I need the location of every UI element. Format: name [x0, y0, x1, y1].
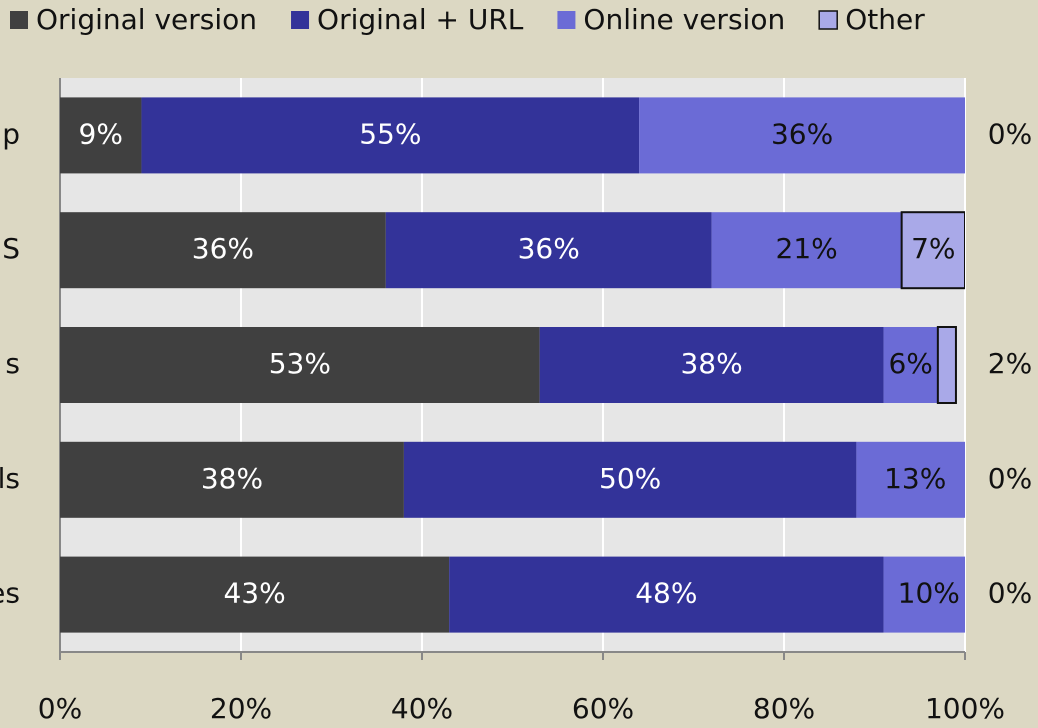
data-label: 55% [359, 117, 421, 150]
y-tick-label: S [2, 232, 20, 265]
data-label: 38% [680, 347, 742, 380]
data-label: 43% [223, 577, 285, 610]
legend-swatch [557, 11, 576, 29]
data-label: 21% [776, 232, 838, 265]
bar-segment [60, 212, 386, 289]
data-label: 2% [988, 347, 1032, 380]
x-tick-label: 20% [210, 692, 272, 725]
x-tick-label: 100% [925, 692, 1005, 725]
legend-label: Other [845, 3, 925, 36]
bars [60, 97, 965, 633]
bar-segment [900, 211, 965, 290]
x-tick-label: 60% [572, 692, 634, 725]
bar-segment [60, 327, 540, 403]
bar-segment [639, 97, 965, 174]
data-label: 36% [192, 232, 254, 265]
data-label: 53% [269, 347, 331, 380]
y-tick-label: s [5, 347, 20, 380]
bar-segment [60, 556, 450, 633]
bar-segment [449, 556, 884, 633]
data-label: 48% [635, 577, 697, 610]
y-tick-label: es [0, 577, 20, 610]
data-label: 6% [888, 347, 932, 380]
bar-segment [856, 441, 965, 518]
data-label: 38% [201, 462, 263, 495]
x-tick-label: 0% [38, 692, 82, 725]
bar-segment [60, 441, 404, 518]
y-tick-label: p [2, 117, 20, 150]
legend-label: Original version [36, 3, 257, 36]
data-label: 36% [771, 117, 833, 150]
data-label: 0% [988, 577, 1032, 610]
bar-segment [385, 212, 712, 289]
bar-segment [883, 556, 965, 633]
y-tick-label: ls [0, 462, 20, 495]
data-label: 13% [884, 462, 946, 495]
data-label: 10% [898, 577, 960, 610]
bar-segment [403, 441, 857, 518]
legend-swatch [10, 11, 28, 29]
bar-segment [936, 326, 957, 404]
x-tick-label: 80% [753, 692, 815, 725]
legend-label: Original + URL [317, 3, 524, 36]
legend-swatch [818, 10, 838, 30]
legend-swatch [291, 11, 310, 29]
bar-segment [141, 97, 640, 174]
data-label: 9% [79, 117, 123, 150]
legend-label: Online version [583, 3, 785, 36]
data-label: 50% [599, 462, 661, 495]
bar-segment [60, 97, 142, 174]
data-label: 7% [911, 232, 955, 265]
bar-segment [883, 327, 938, 403]
labels: 0% 20% 40% 60% 80% 100% p 9% 55% 36% 0% S 36% 36% 21% 7… [0, 3, 1032, 725]
data-label: 0% [988, 117, 1032, 150]
data-label: 36% [518, 232, 580, 265]
bar-segment [711, 212, 902, 289]
bar-segment [539, 327, 884, 403]
x-tick-label: 40% [391, 692, 453, 725]
data-label: 0% [988, 462, 1032, 495]
